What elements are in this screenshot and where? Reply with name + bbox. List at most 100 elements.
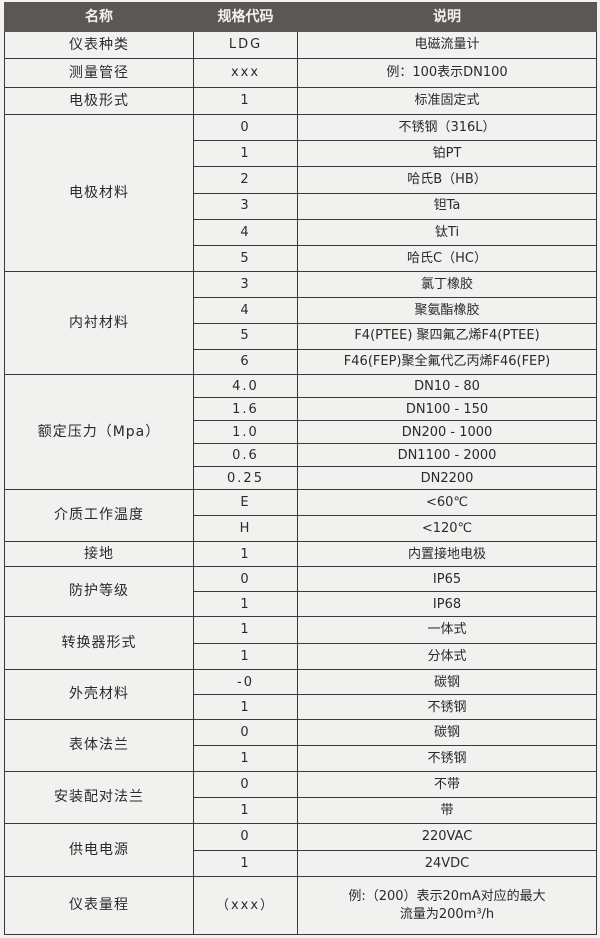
- table-row: 0.25 DN2200: [5, 466, 597, 491]
- spec-name-cell: 仪表种类: [4, 31, 194, 59]
- table-row: 3 钽Ta: [5, 192, 597, 220]
- table-row: 0.6 DN1100 - 2000: [5, 443, 597, 468]
- spec-code-cell: 4: [193, 218, 298, 246]
- table-row: 4 钛Ti: [5, 218, 597, 246]
- spec-table: 名称 规格代码 说明 仪表种类 LDG 电磁流量计 测量管径 xxx 例：100表示DN1…: [4, 2, 597, 936]
- spec-name-cell: 介质工作温度: [4, 489, 194, 543]
- spec-code-cell: xxx: [193, 58, 298, 88]
- spec-code-cell: 1: [193, 591, 298, 618]
- spec-desc-cell: 哈氏C（HC）: [297, 244, 597, 273]
- spec-code-cell: 1: [193, 140, 298, 168]
- spec-name-cell: 接地: [4, 541, 194, 568]
- spec-code-cell: 5: [193, 322, 298, 350]
- spec-name-cell: 供电电源: [4, 823, 194, 878]
- spec-desc-cell: 例：100表示DN100: [297, 58, 597, 88]
- spec-code-cell: LDG: [193, 31, 298, 59]
- spec-desc-cell: 钽Ta: [297, 192, 597, 220]
- spec-code-cell: 1.6: [193, 397, 298, 422]
- spec-code-cell: E: [193, 489, 298, 517]
- header-name: 名称: [4, 2, 194, 32]
- spec-desc-cell: 不锈钢: [297, 745, 597, 773]
- spec-code-cell: 1: [193, 541, 298, 568]
- table-row: 防护等级 0 IP65: [4, 566, 597, 618]
- spec-code-cell: 1: [193, 616, 298, 644]
- table-row: 5 F4(PTEE) 聚四氟乙烯F4(PTEE): [5, 322, 597, 350]
- spec-code-cell: （xxx）: [193, 876, 298, 936]
- header-code: 规格代码: [193, 2, 298, 32]
- table-row: 安装配对法兰 0 不带: [4, 771, 597, 825]
- spec-code-cell: 1: [193, 745, 298, 773]
- spec-desc-cell: 不锈钢: [297, 694, 597, 721]
- spec-desc-cell: 聚氨酯橡胶: [297, 296, 597, 324]
- spec-code-cell: 1: [193, 849, 298, 878]
- table-row: 1 IP68: [5, 591, 597, 618]
- spec-name-cell: 电极材料: [4, 113, 194, 273]
- spec-code-cell: 2: [193, 166, 298, 194]
- spec-desc-cell: 分体式: [297, 642, 597, 671]
- spec-name-cell: 表体法兰: [4, 719, 194, 773]
- spec-name-cell: 仪表量程: [4, 876, 194, 936]
- spec-name-cell: 电极形式: [4, 87, 194, 115]
- spec-desc-cell: 氯丁橡胶: [297, 271, 597, 298]
- table-row: 1 不锈钢: [5, 745, 597, 773]
- spec-code-cell: 3: [193, 192, 298, 220]
- spec-desc-cell: 例:（200）表示20mA对应的最大 流量为200m³/h: [297, 876, 597, 936]
- table-row: 6 F46(FEP)聚全氟代乙丙烯F46(FEP): [5, 348, 597, 376]
- spec-code-cell: 0.6: [193, 443, 298, 468]
- spec-name-cell: 内衬材料: [4, 271, 194, 376]
- spec-desc-cell: 220VAC: [297, 823, 597, 851]
- spec-name-cell: 额定压力（Mpa）: [4, 374, 194, 491]
- table-row: 仪表种类 LDG 电磁流量计: [4, 31, 597, 59]
- table-row: 2 哈氏B（HB）: [5, 166, 597, 194]
- spec-code-cell: 1: [193, 797, 298, 825]
- table-row: 电极材料 0 不锈钢（316L）: [4, 113, 597, 273]
- spec-code-cell: 0: [193, 113, 298, 142]
- table-row: 4 聚氨酯橡胶: [5, 296, 597, 324]
- spec-code-cell: 0.25: [193, 466, 298, 491]
- spec-code-cell: H: [193, 515, 298, 543]
- spec-code-cell: 4: [193, 296, 298, 324]
- spec-code-cell: 1: [193, 87, 298, 115]
- table-row: 1 不锈钢: [5, 694, 597, 721]
- spec-desc-cell: DN10 - 80: [297, 374, 597, 399]
- spec-desc-cell: DN2200: [297, 466, 597, 491]
- table-row: H <120℃: [5, 515, 597, 543]
- spec-desc-cell: 哈氏B（HB）: [297, 166, 597, 194]
- spec-desc-cell: <120℃: [297, 515, 597, 543]
- spec-desc-cell: F4(PTEE) 聚四氟乙烯F4(PTEE): [297, 322, 597, 350]
- spec-desc-cell: 内置接地电极: [297, 541, 597, 568]
- spec-name-cell: 测量管径: [4, 58, 194, 88]
- spec-code-cell: 4.0: [193, 374, 298, 399]
- spec-desc-cell: 铂PT: [297, 140, 597, 168]
- table-row: 额定压力（Mpa） 4.0 DN10 - 80: [4, 374, 597, 491]
- table-row: 外壳材料 -0 碳钢: [4, 669, 597, 721]
- spec-code-cell: 1: [193, 642, 298, 671]
- table-row: 表体法兰 0 碳钢: [4, 719, 597, 773]
- spec-name-cell: 安装配对法兰: [4, 771, 194, 825]
- spec-desc-cell: 钛Ti: [297, 218, 597, 246]
- spec-desc-cell: DN200 - 1000: [297, 420, 597, 445]
- spec-desc-cell: DN100 - 150: [297, 397, 597, 422]
- table-row: 内衬材料 3 氯丁橡胶: [4, 271, 597, 376]
- table-row: 1.0 DN200 - 1000: [5, 420, 597, 445]
- spec-desc-cell: F46(FEP)聚全氟代乙丙烯F46(FEP): [297, 348, 597, 376]
- spec-code-cell: 0: [193, 566, 298, 593]
- spec-code-cell: 0: [193, 823, 298, 851]
- spec-desc-cell: <60℃: [297, 489, 597, 517]
- spec-desc-cell: 电磁流量计: [297, 31, 597, 59]
- table-row: 转换器形式 1 一体式: [4, 616, 597, 671]
- spec-desc-cell: 碳钢: [297, 669, 597, 696]
- spec-desc-cell: 不带: [297, 771, 597, 799]
- spec-code-cell: 1.0: [193, 420, 298, 445]
- spec-name-cell: 转换器形式: [4, 616, 194, 671]
- spec-desc-cell: IP65: [297, 566, 597, 593]
- table-row: 1.6 DN100 - 150: [5, 397, 597, 422]
- spec-code-cell: 1: [193, 694, 298, 721]
- spec-code-cell: -0: [193, 669, 298, 696]
- header-row: 名称 规格代码 说明: [4, 2, 597, 32]
- spec-desc-cell: IP68: [297, 591, 597, 618]
- spec-name-cell: 防护等级: [4, 566, 194, 618]
- spec-desc-cell: DN1100 - 2000: [297, 443, 597, 468]
- table-row: 供电电源 0 220VAC: [4, 823, 597, 878]
- table-row: 5 哈氏C（HC）: [5, 244, 597, 273]
